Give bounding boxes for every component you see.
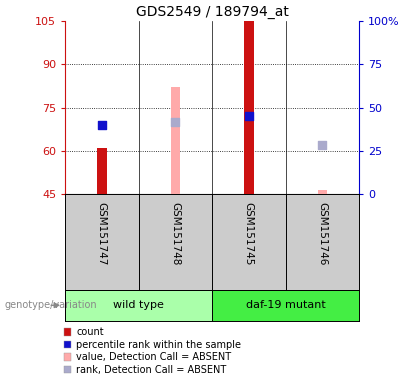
Point (245, 113, 252, 119)
Point (98, 122, 105, 128)
Bar (171, 88, 180, 194)
Text: GSM151746: GSM151746 (318, 202, 327, 265)
Legend: count, percentile rank within the sample, value, Detection Call = ABSENT, rank, : count, percentile rank within the sample… (62, 326, 243, 377)
Bar (65, 290, 212, 321)
Point (319, 142, 326, 148)
Bar (97, 148, 107, 194)
Title: GDS2549 / 189794_at: GDS2549 / 189794_at (136, 5, 289, 19)
Bar (212, 290, 359, 321)
Text: GSM151748: GSM151748 (171, 202, 180, 265)
Text: GSM151745: GSM151745 (244, 202, 254, 265)
Point (172, 119, 179, 125)
Text: wild type: wild type (113, 300, 164, 310)
Text: GSM151747: GSM151747 (97, 202, 107, 265)
Text: genotype/variation: genotype/variation (4, 300, 97, 310)
Bar (244, 21, 254, 194)
Bar (318, 190, 327, 194)
Text: daf-19 mutant: daf-19 mutant (246, 300, 326, 310)
